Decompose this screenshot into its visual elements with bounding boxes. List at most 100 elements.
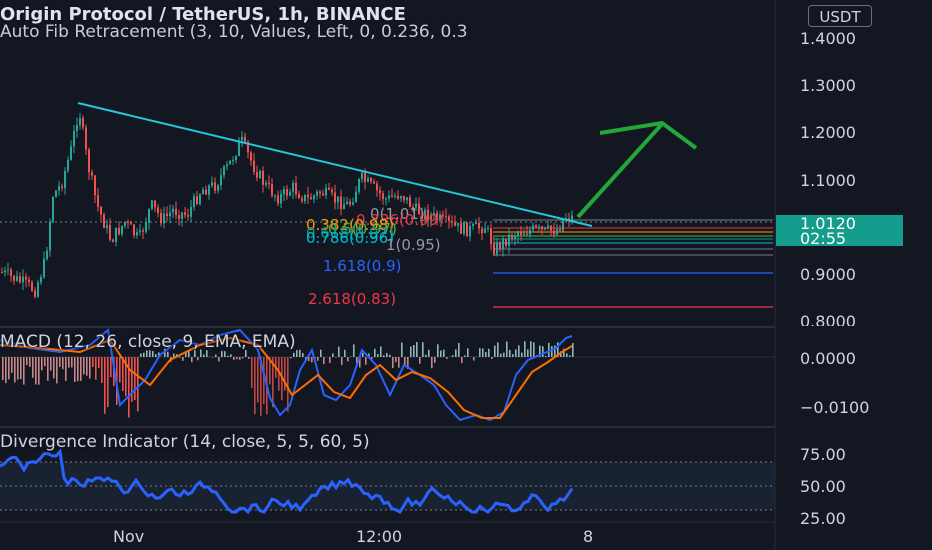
macd-histogram-bar	[53, 357, 55, 379]
macd-axis-label: 0.0000	[800, 349, 856, 368]
macd-histogram-bar	[179, 357, 181, 358]
macd-histogram-bar	[41, 357, 43, 371]
macd-histogram-bar	[401, 342, 403, 357]
macd-histogram-bar	[215, 354, 217, 357]
candle-body	[79, 117, 81, 126]
divergence-legend[interactable]: Divergence Indicator (14, close, 5, 5, 6…	[0, 432, 370, 452]
candle-body	[553, 230, 555, 235]
macd-histogram-bar	[26, 357, 28, 366]
macd-histogram-bar	[86, 357, 88, 376]
macd-histogram-bar	[458, 342, 460, 357]
candle-body	[202, 189, 204, 195]
macd-histogram-bar	[437, 344, 439, 357]
fib-label-0382: 0.382(0.98)	[306, 216, 395, 234]
fib-label-1618: 1.618(0.9)	[323, 257, 402, 275]
candle-body	[175, 208, 177, 216]
candle-body	[475, 222, 477, 225]
macd-histogram-bar	[446, 357, 448, 359]
symbol-title[interactable]: Origin Protocol / TetherUS, 1h, BINANCE	[0, 4, 406, 25]
macd-histogram-bar	[407, 357, 409, 369]
candle-body	[262, 170, 264, 185]
descending-trendline[interactable]	[77, 102, 593, 227]
forecast-arrow-head[interactable]	[599, 120, 698, 150]
macd-histogram-bar	[182, 357, 184, 361]
candle-body	[148, 208, 150, 223]
macd-histogram-bar	[395, 357, 397, 363]
macd-histogram-bar	[206, 350, 208, 357]
macd-histogram-bar	[2, 357, 4, 381]
macd-histogram-bar	[344, 349, 346, 357]
candle-body	[559, 229, 561, 231]
macd-histogram-bar	[455, 349, 457, 357]
macd-histogram-bar	[101, 357, 103, 384]
candle-body	[493, 244, 495, 255]
candle-body	[187, 215, 189, 217]
fib-indicator-legend[interactable]: Auto Fib Retracement (3, 10, Values, Lef…	[0, 22, 468, 42]
macd-histogram-bar	[236, 357, 238, 360]
macd-histogram-bar	[380, 346, 382, 357]
candle-body	[349, 201, 351, 205]
forecast-arrow-shaft[interactable]	[576, 122, 664, 219]
macd-histogram-bar	[569, 355, 571, 357]
macd-histogram-bar	[347, 357, 349, 362]
macd-histogram-bar	[80, 357, 82, 382]
candle-body	[109, 225, 111, 240]
candle-body	[409, 197, 411, 208]
candle-body	[103, 214, 105, 229]
macd-histogram-bar	[152, 351, 154, 357]
candle-body	[82, 117, 84, 128]
candle-body	[121, 225, 123, 235]
macd-histogram-bar	[164, 348, 166, 357]
macd-histogram-bar	[65, 357, 67, 381]
candle-body	[535, 225, 537, 228]
candle-body	[337, 196, 339, 203]
macd-histogram-bar	[506, 341, 508, 357]
macd-histogram-bar	[92, 357, 94, 367]
macd-histogram-bar	[14, 357, 16, 383]
candle-body	[31, 282, 33, 291]
macd-histogram-bar	[419, 357, 421, 364]
macd-signal-line[interactable]	[0, 336, 573, 419]
candle-body	[1, 272, 3, 273]
candle-body	[163, 213, 165, 224]
candle-body	[469, 226, 471, 237]
fib-level-lines	[493, 219, 773, 308]
macd-histogram-bar	[482, 348, 484, 357]
macd-line[interactable]	[0, 328, 573, 422]
divergence-axis-label: 50.00	[800, 477, 846, 496]
macd-histogram-bar	[404, 357, 406, 365]
candle-body	[61, 186, 63, 188]
candle-body	[487, 228, 489, 230]
candle-body	[241, 136, 243, 141]
macd-histogram-bar	[35, 357, 37, 385]
candle-body	[436, 212, 438, 221]
macd-legend[interactable]: MACD (12, 26, close, 9, EMA, EMA)	[0, 332, 296, 352]
candle-body	[265, 182, 267, 185]
candle-body	[310, 197, 312, 200]
macd-histogram-bar	[353, 344, 355, 357]
macd-histogram-bar	[284, 357, 286, 391]
macd-histogram-bar	[131, 357, 133, 402]
macd-histogram-bar	[362, 352, 364, 357]
divergence-line[interactable]	[0, 448, 574, 515]
candle-body	[295, 182, 297, 195]
candle-body	[268, 182, 270, 184]
macd-histogram-bar	[110, 357, 112, 378]
macd-histogram-bar	[431, 357, 433, 369]
currency-selector[interactable]: USDT	[808, 5, 872, 27]
fib-label-05: 0.5(0.97)	[328, 220, 397, 238]
macd-histogram-bar	[269, 357, 271, 385]
candle-body	[400, 196, 402, 199]
candle-body	[133, 224, 135, 236]
price-axis-label: 1.3000	[800, 76, 856, 95]
candle-body	[16, 276, 18, 281]
candle-body	[55, 190, 57, 198]
macd-histogram-bar	[551, 346, 553, 357]
macd-histogram-bar	[239, 357, 241, 360]
macd-histogram-bar	[386, 353, 388, 357]
candlestick-series[interactable]	[1, 112, 573, 299]
candle-body	[124, 221, 126, 226]
macd-histogram-bar	[491, 357, 493, 359]
candle-body	[118, 227, 120, 235]
